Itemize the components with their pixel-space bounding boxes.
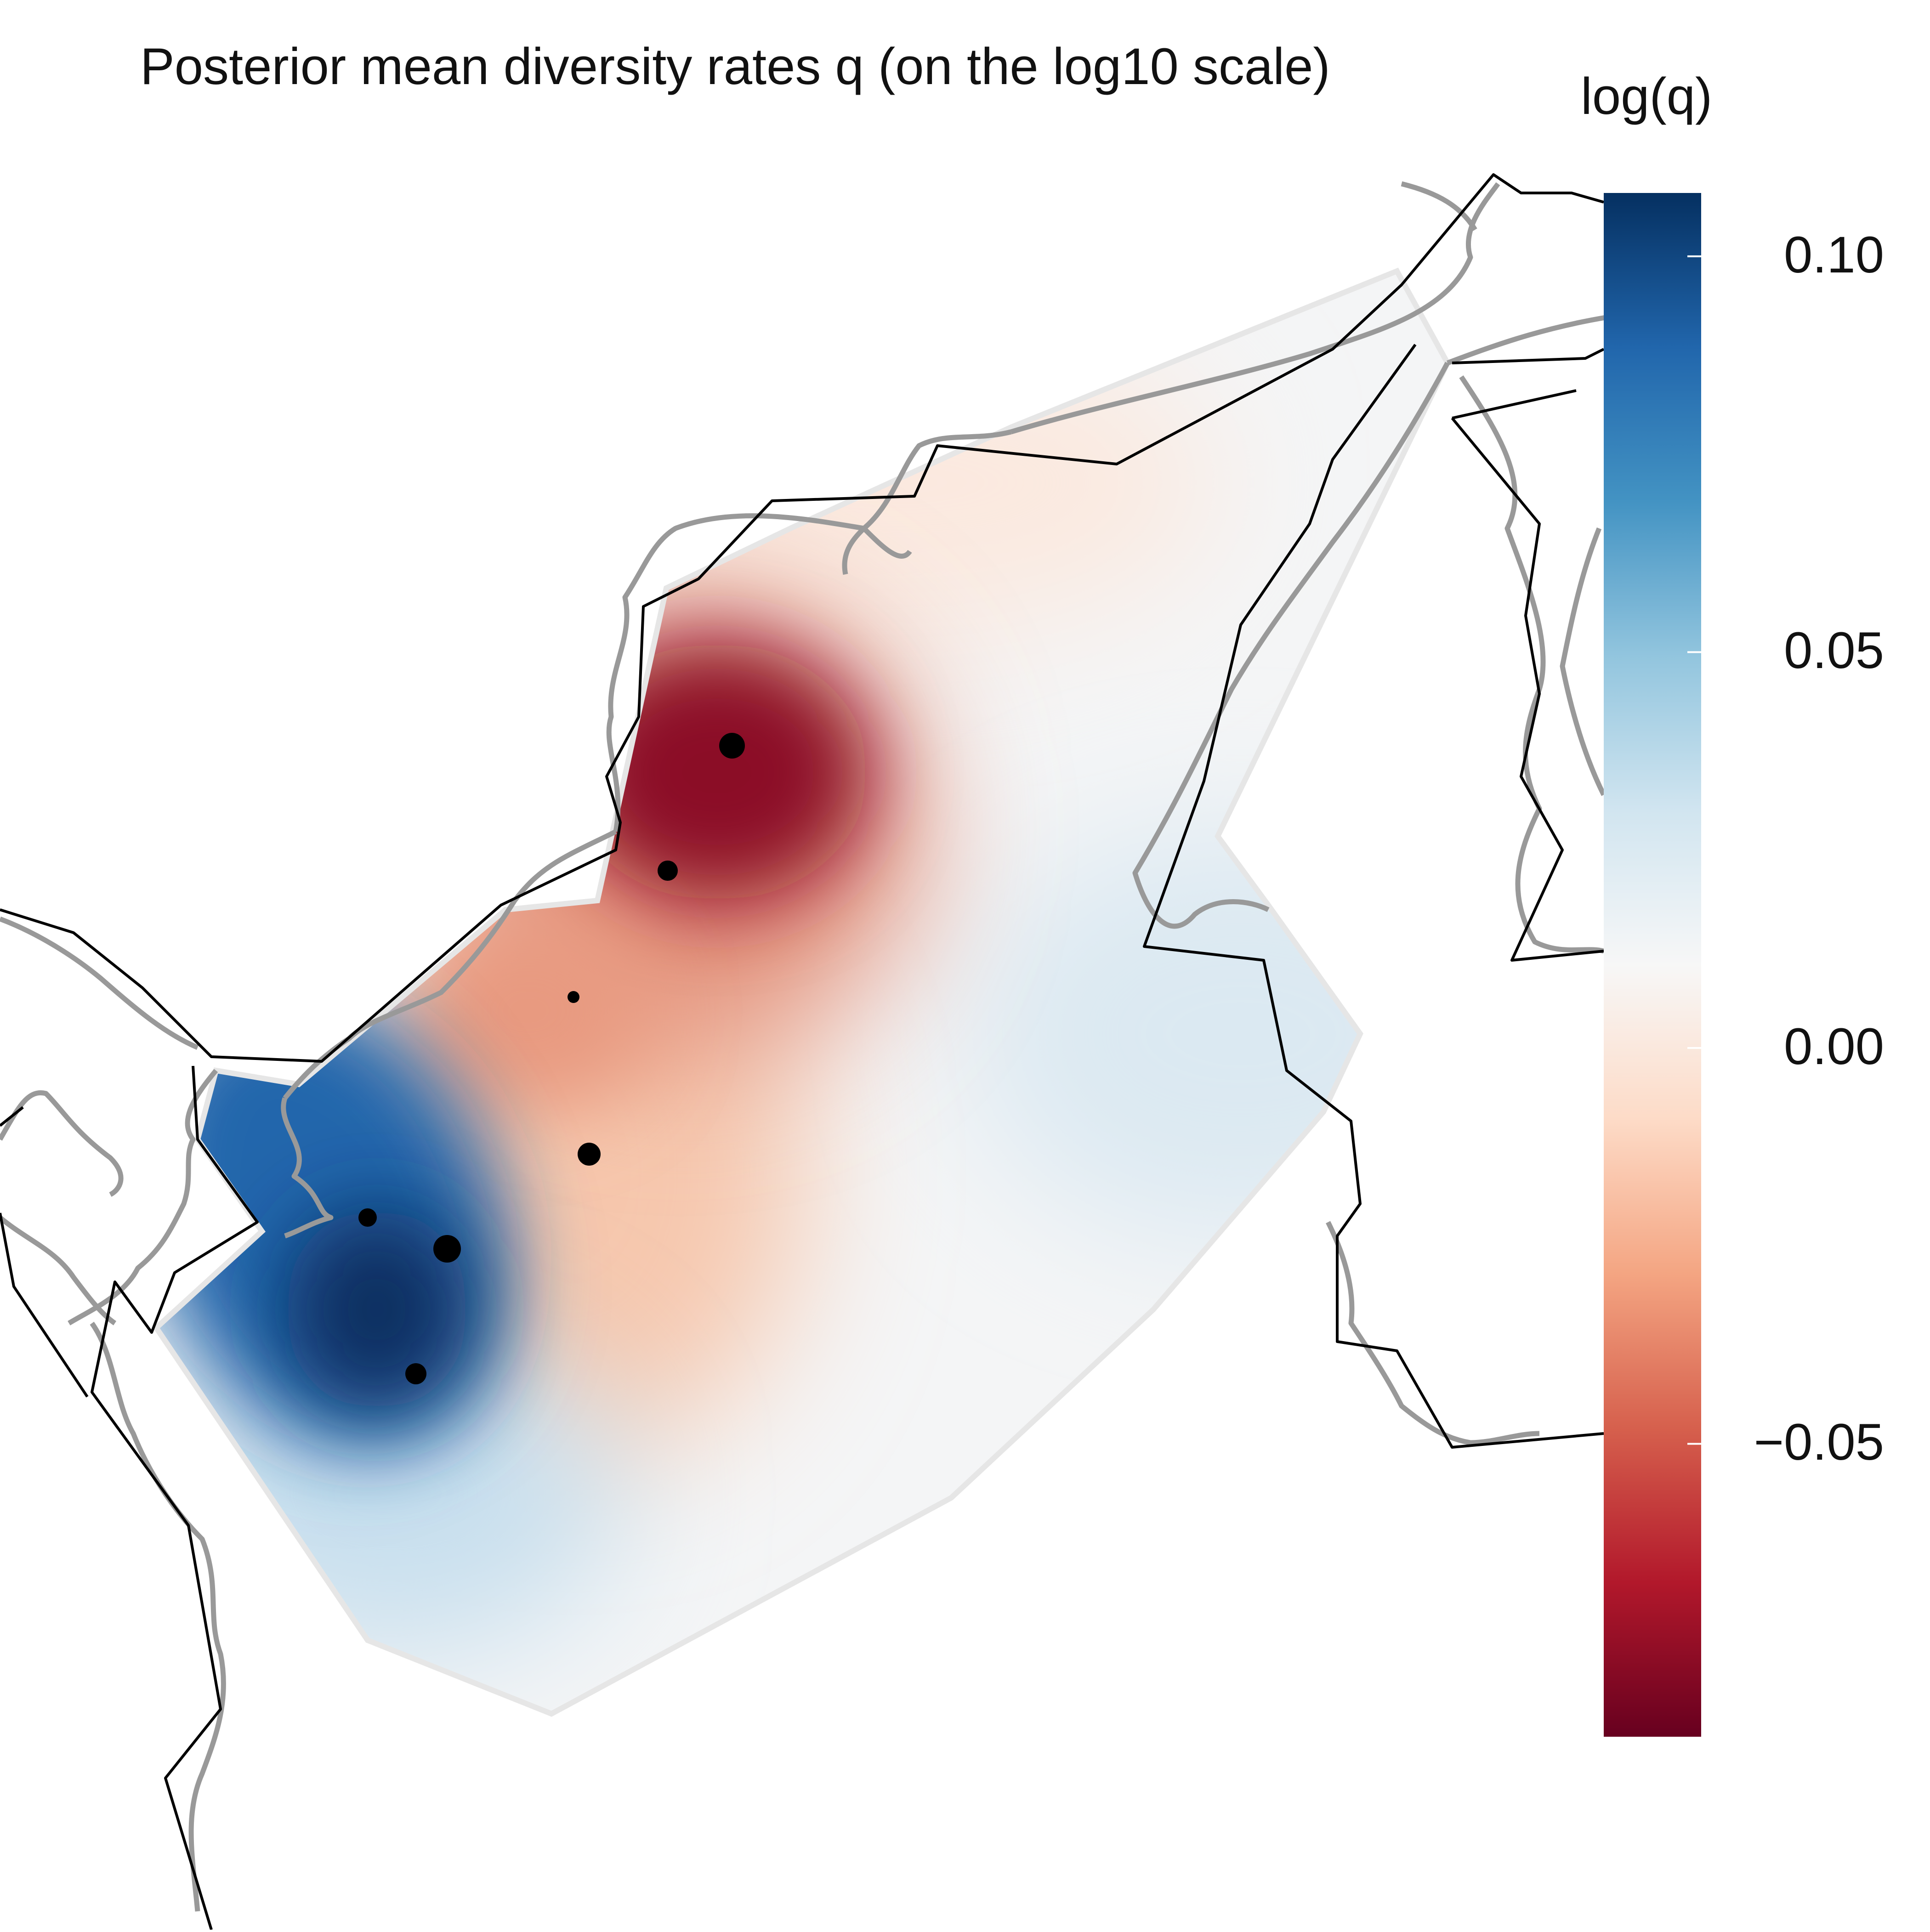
legend-ticks	[1687, 255, 1701, 1445]
sample-dot-5	[358, 1208, 377, 1227]
sample-dot-3	[568, 991, 579, 1003]
legend-tick-label: 0.05	[1784, 622, 1884, 680]
coastlines	[0, 181, 1609, 1912]
surface-light-blue-east	[965, 827, 1448, 1241]
habitat-outline	[153, 267, 1451, 1717]
border-far-west-stub	[0, 1106, 24, 1127]
surface-dark-blue-core	[285, 1208, 469, 1411]
border-north	[0, 173, 1604, 1063]
coastline-far-west	[0, 1090, 124, 1197]
legend-tick-label: 0.10	[1784, 226, 1884, 283]
sample-dot-7	[405, 1363, 426, 1384]
coastline-east-upper	[1447, 314, 1609, 366]
sample-points	[358, 733, 745, 1384]
border-west	[91, 1065, 259, 1930]
coastline-island	[1560, 527, 1606, 796]
legend-tick-label: −0.05	[1754, 1413, 1884, 1471]
coastline-north	[606, 429, 1012, 832]
sample-dot-2	[658, 861, 678, 881]
border-east-inner	[1451, 417, 1604, 962]
sample-dot-1	[719, 733, 745, 759]
coastline-northeast	[1010, 182, 1500, 435]
sample-dot-6	[433, 1235, 461, 1263]
coastline-far-west-lower	[0, 1215, 117, 1326]
surface-orange-west	[409, 910, 648, 1112]
legend-tick-label: 0.00	[1784, 1017, 1884, 1075]
coastline-southwest	[68, 1069, 218, 1326]
coastline-east-lower	[1132, 362, 1450, 929]
legend-color-bar	[1604, 193, 1701, 1737]
coastline-east-bay	[1459, 375, 1605, 954]
figure-title: Posterior mean diversity rates q (on the…	[140, 38, 1330, 95]
border-east-mid	[1452, 389, 1577, 419]
country-borders	[0, 173, 1605, 1930]
legend-title: log(q)	[1581, 68, 1713, 125]
border-east-lower	[1143, 344, 1604, 1449]
coastline-northwest	[0, 916, 199, 1050]
coastline-inlet	[281, 1097, 334, 1239]
coastline-south	[90, 1321, 226, 1912]
sample-dot-4	[578, 1143, 601, 1166]
border-east-upper	[1452, 348, 1605, 364]
coastline-peninsula-tip	[1401, 181, 1477, 231]
coastline-gulf	[842, 526, 912, 575]
coastline-southeast	[1326, 1221, 1540, 1445]
border-far-west	[0, 1212, 89, 1398]
